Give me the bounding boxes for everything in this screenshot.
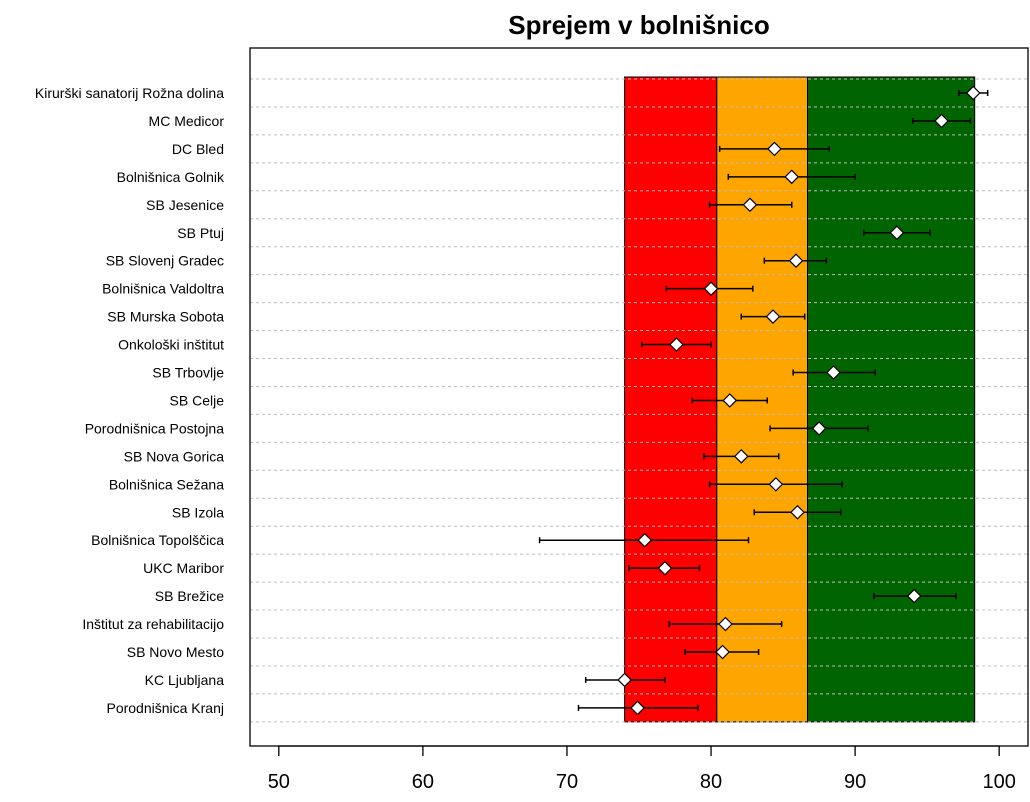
- x-tick-label: 50: [268, 771, 290, 793]
- category-label: SB Nova Gorica: [124, 448, 225, 464]
- category-label: UKC Maribor: [143, 560, 224, 576]
- data-point: [767, 141, 782, 157]
- category-label: Kirurški sanatorij Rožna dolina: [35, 85, 224, 101]
- data-point: [669, 337, 684, 352]
- band-2: [807, 76, 976, 723]
- data-point: [637, 532, 653, 548]
- data-point: [617, 672, 632, 688]
- category-label: Inštitut za rehabilitacijo: [82, 616, 224, 632]
- bands-layer: [624, 76, 976, 723]
- data-point: [722, 393, 738, 408]
- category-label: SB Celje: [170, 392, 225, 408]
- x-tick-label: 90: [844, 771, 866, 793]
- category-label: SB Jesenice: [146, 197, 224, 213]
- data-point: [703, 281, 719, 296]
- data-point: [657, 560, 673, 576]
- data-point: [784, 169, 800, 185]
- category-label: SB Trbovlje: [152, 365, 224, 381]
- x-tick-label: 100: [982, 771, 1015, 793]
- data-point: [733, 449, 749, 464]
- data-point: [906, 588, 922, 604]
- grid-layer: [250, 78, 1028, 723]
- band-0: [624, 76, 718, 723]
- data-point: [826, 365, 841, 380]
- data-point: [811, 421, 827, 436]
- category-label: KC Ljubljana: [145, 672, 225, 688]
- category-label: MC Medicor: [149, 113, 225, 129]
- category-label: SB Brežice: [155, 588, 224, 604]
- category-label: Bolnišnica Sežana: [109, 476, 224, 492]
- category-label: Bolnišnica Topolščica: [91, 532, 224, 548]
- category-labels-layer: Kirurški sanatorij Rožna dolina MC Medico…: [35, 85, 225, 716]
- x-axis: 50 60 70 80 90 100: [268, 745, 1016, 793]
- category-label: DC Bled: [172, 141, 224, 157]
- data-point: [768, 476, 784, 492]
- data-point: [965, 85, 981, 101]
- data-point: [790, 504, 805, 520]
- points-layer: [617, 85, 981, 716]
- category-label: Porodnišnica Kranj: [106, 700, 224, 716]
- data-point: [788, 253, 804, 269]
- x-tick-label: 80: [700, 771, 722, 793]
- data-point: [718, 616, 733, 632]
- category-label: Bolnišnica Valdoltra: [102, 281, 224, 297]
- category-label: SB Slovenj Gradec: [106, 253, 224, 269]
- category-label: SB Murska Sobota: [107, 309, 224, 325]
- data-point: [889, 225, 905, 241]
- data-point: [742, 197, 758, 213]
- data-point: [934, 113, 949, 129]
- data-point: [630, 700, 645, 716]
- category-label: SB Novo Mesto: [127, 644, 224, 660]
- x-tick-label: 60: [412, 771, 434, 793]
- data-point: [715, 644, 730, 660]
- category-label: SB Ptuj: [177, 225, 224, 241]
- x-tick-label: 70: [556, 771, 578, 793]
- category-label: Porodnišnica Postojna: [85, 420, 225, 436]
- category-label: SB Izola: [172, 504, 224, 520]
- category-label: Bolnišnica Golnik: [117, 169, 225, 185]
- data-point: [765, 309, 781, 324]
- category-label: Onkološki inštitut: [118, 337, 224, 353]
- chart-title: Sprejem v bolnišnico: [508, 10, 770, 40]
